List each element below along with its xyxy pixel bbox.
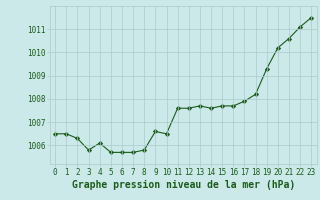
X-axis label: Graphe pression niveau de la mer (hPa): Graphe pression niveau de la mer (hPa) bbox=[72, 180, 295, 190]
